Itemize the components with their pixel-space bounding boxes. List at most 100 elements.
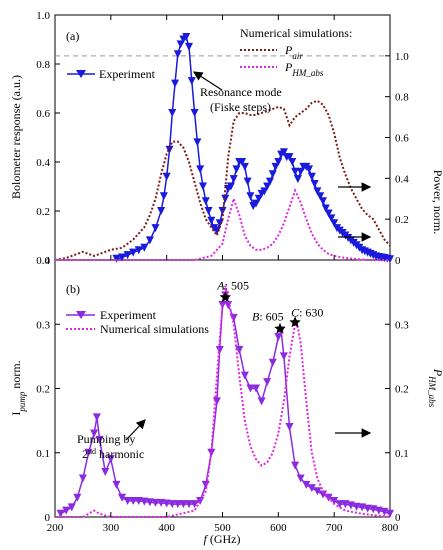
legend-p-hm-abs: PHM_abs (284, 60, 324, 78)
y-tick-label-b-4: 0.4 (36, 255, 50, 267)
data-point-experiment-34 (229, 313, 238, 322)
data-point-experiment-35 (232, 165, 241, 174)
data-point-experiment-22 (173, 500, 182, 509)
data-point-experiment-38 (240, 162, 249, 171)
series-line-p-hm-abs (55, 187, 390, 261)
panel-b-y-axis-label: Ipump norm. (9, 360, 27, 415)
data-point-experiment-4 (78, 474, 87, 483)
data-point-experiment-6 (145, 236, 154, 245)
y-right-tick-label-a-3: 0.6 (395, 133, 409, 145)
data-point-experiment-19 (187, 77, 196, 86)
y-right-tick-label-b-3: 0.3 (395, 319, 409, 331)
data-point-experiment-43 (254, 194, 263, 203)
data-point-experiment-23 (179, 500, 188, 509)
data-point-experiment-17 (145, 498, 154, 507)
data-point-experiment-37 (238, 158, 247, 166)
y-right-tick-label-b-2: 0.2 (395, 384, 409, 396)
panel-a-right-y-axis-label: Power, norm. (431, 170, 443, 235)
data-point-experiment-36 (240, 371, 249, 380)
data-point-experiment-0 (112, 254, 121, 263)
x-axis-label: f (GHz) (204, 532, 241, 546)
x-tick-label-3: 500 (214, 522, 231, 534)
data-point-experiment-2 (123, 251, 132, 260)
panel-a-legend-sims: Numerical simulations: Pair PHM_abs (240, 26, 352, 78)
star-marker-a (219, 291, 231, 303)
data-point-experiment-57 (352, 502, 361, 511)
pumping-ordinal-suffix: nd (88, 447, 96, 456)
data-point-experiment-20 (162, 499, 171, 508)
data-point-experiment-35 (235, 345, 244, 354)
data-point-experiment-57 (293, 175, 302, 184)
data-point-experiment-56 (291, 167, 300, 176)
data-point-experiment-50 (274, 158, 283, 166)
panel-a-frame (54, 14, 391, 261)
data-point-experiment-13 (123, 496, 132, 505)
data-point-experiment-45 (260, 187, 269, 196)
data-point-experiment-19 (157, 498, 166, 507)
data-point-experiment-63 (310, 180, 319, 189)
data-point-experiment-25 (204, 207, 213, 215)
x-tick-label-0: 200 (47, 522, 64, 534)
data-point-experiment-63 (386, 509, 394, 518)
legend-simulation-b: Numerical simulations (100, 322, 209, 336)
data-point-experiment-42 (274, 333, 283, 342)
data-point-experiment-37 (246, 384, 255, 393)
data-point-experiment-10 (162, 172, 171, 181)
legend-experiment-b: Experiment (100, 308, 157, 322)
data-point-experiment-54 (335, 500, 344, 509)
data-point-experiment-33 (226, 182, 235, 191)
pumping-annotation-line2: 2nd harmonic (82, 447, 144, 462)
y-tick-label-a-3: 0.6 (36, 108, 50, 120)
data-point-experiment-30 (215, 345, 224, 354)
pumping-arrow (125, 419, 146, 441)
data-point-experiment-3 (129, 248, 138, 257)
panel-b-legend: Experiment Numerical simulations (66, 308, 209, 336)
data-point-experiment-70 (330, 219, 339, 228)
data-point-experiment-46 (291, 461, 300, 470)
data-point-experiment-18 (185, 42, 193, 51)
data-point-experiment-21 (193, 138, 202, 147)
data-point-experiment-6 (90, 429, 99, 438)
data-point-experiment-61 (305, 165, 314, 174)
data-point-experiment-12 (118, 493, 126, 502)
data-point-experiment-48 (268, 170, 277, 179)
y-tick-label-b-3: 0.3 (36, 319, 50, 331)
data-point-experiment-20 (190, 109, 199, 117)
data-point-experiment-38 (252, 384, 260, 393)
y-tick-label-a-0: 0 (45, 255, 51, 267)
data-point-experiment-49 (271, 162, 280, 171)
data-point-experiment-1 (118, 253, 126, 262)
data-point-experiment-12 (168, 109, 177, 117)
y-tick-label-a-1: 0.2 (36, 206, 50, 218)
marker-label-a: A: 505 (216, 278, 249, 292)
data-point-experiment-52 (279, 148, 288, 157)
star-marker-c (289, 316, 301, 328)
data-point-experiment-39 (257, 397, 266, 406)
data-point-experiment-29 (212, 397, 221, 406)
panel-a-series (54, 33, 394, 264)
data-point-experiment-3 (73, 493, 82, 502)
data-point-experiment-53 (330, 496, 339, 505)
data-point-experiment-26 (207, 216, 216, 225)
x-tick-label-2: 400 (158, 522, 175, 534)
legend-p-air: Pair (284, 43, 303, 61)
y-tick-label-a-5: 1.0 (36, 10, 50, 22)
data-point-experiment-40 (246, 192, 255, 201)
y-right-tick-label-a-5: 1.0 (395, 51, 409, 63)
panel-a-label: (a) (66, 29, 79, 43)
data-point-experiment-22 (196, 165, 205, 174)
y-right-tick-label-b-0: 0 (395, 512, 401, 524)
data-point-experiment-24 (201, 197, 210, 206)
data-point-experiment-49 (307, 484, 316, 493)
resonance-annotation-line1: Resonance mode (200, 85, 282, 99)
y-right-tick-label-a-0: 0 (395, 255, 401, 267)
marker-label-c: C: 630 (291, 305, 323, 319)
data-point-experiment-62 (307, 172, 316, 181)
data-point-experiment-4 (134, 246, 143, 255)
data-point-experiment-15 (176, 40, 185, 49)
legend-title-a: Numerical simulations: (240, 26, 352, 40)
panel-a-legend-experiment: Experiment (67, 67, 156, 81)
pumping-annotation-line1: Pumping by (77, 432, 135, 446)
panel-a-y-axis-label: Bolometer response (a.u.) (9, 75, 23, 199)
